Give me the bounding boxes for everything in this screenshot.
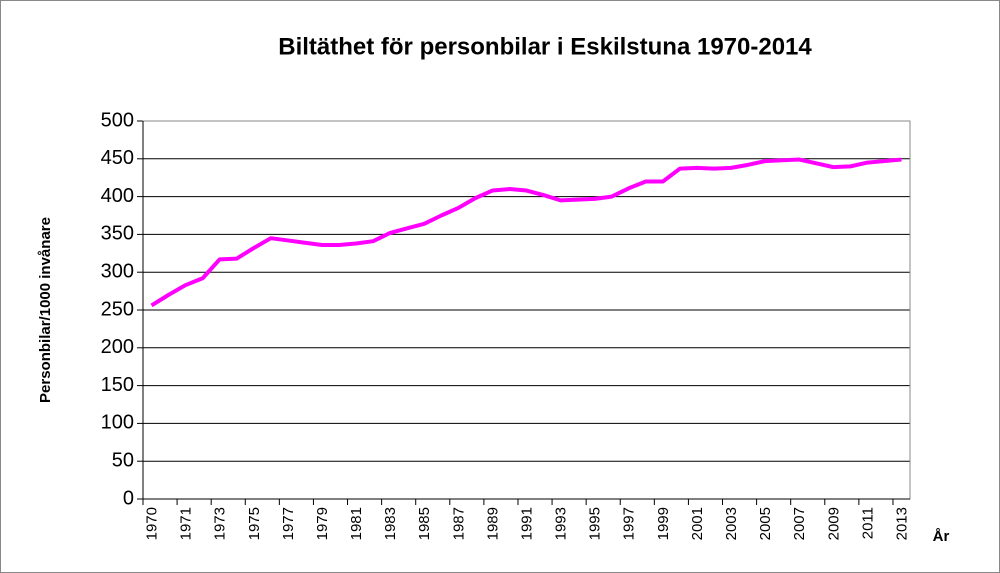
- x-tick-label: 2013: [893, 507, 910, 540]
- data-line: [150, 157, 902, 308]
- x-tick-label: 2007: [791, 507, 808, 540]
- x-tick-label: 1993: [553, 507, 570, 540]
- y-axis-label: Personbilar/1000 invånare: [37, 217, 54, 403]
- y-tick-label: 450: [101, 147, 134, 169]
- x-tick-label: 1973: [212, 507, 229, 540]
- x-tick-label: 1991: [518, 507, 535, 540]
- chart-title: Biltäthet för personbilar i Eskilstuna 1…: [278, 33, 812, 60]
- x-tick-label: 1971: [178, 507, 195, 540]
- x-tick-label: 1979: [314, 507, 331, 540]
- x-tick-label: 2009: [825, 507, 842, 540]
- x-tick-label: 1999: [655, 507, 672, 540]
- y-tick-label: 200: [101, 336, 134, 358]
- x-tick-label: 2003: [723, 507, 740, 540]
- x-tick-label: 1970: [143, 507, 160, 540]
- y-tick-label: 50: [112, 449, 134, 471]
- x-tick-label: 1997: [621, 507, 638, 540]
- x-tick-label: 1977: [280, 507, 297, 540]
- y-tick-label: 150: [101, 374, 134, 396]
- y-tick-label: 250: [101, 298, 134, 320]
- x-tick-label: 2005: [757, 507, 774, 540]
- y-tick-label: 300: [101, 260, 134, 282]
- y-tick-label: 350: [101, 223, 134, 245]
- y-tick-label: 400: [101, 185, 134, 207]
- x-tick-label: 2001: [689, 507, 706, 540]
- y-tick-label: 0: [123, 487, 134, 509]
- x-tick-label: 1995: [587, 507, 604, 540]
- x-tick-label: 1983: [382, 507, 399, 540]
- x-tick-label: 1975: [246, 507, 263, 540]
- x-tick-label: 1985: [416, 507, 433, 540]
- x-tick-label: 1981: [348, 507, 365, 540]
- x-tick-label: 1987: [450, 507, 467, 540]
- x-tick-label: 1989: [484, 507, 501, 540]
- y-tick-label: 100: [101, 412, 134, 434]
- x-tick-label: 2011: [859, 507, 876, 539]
- x-axis-label: År: [933, 528, 950, 545]
- y-tick-label: 500: [101, 109, 134, 131]
